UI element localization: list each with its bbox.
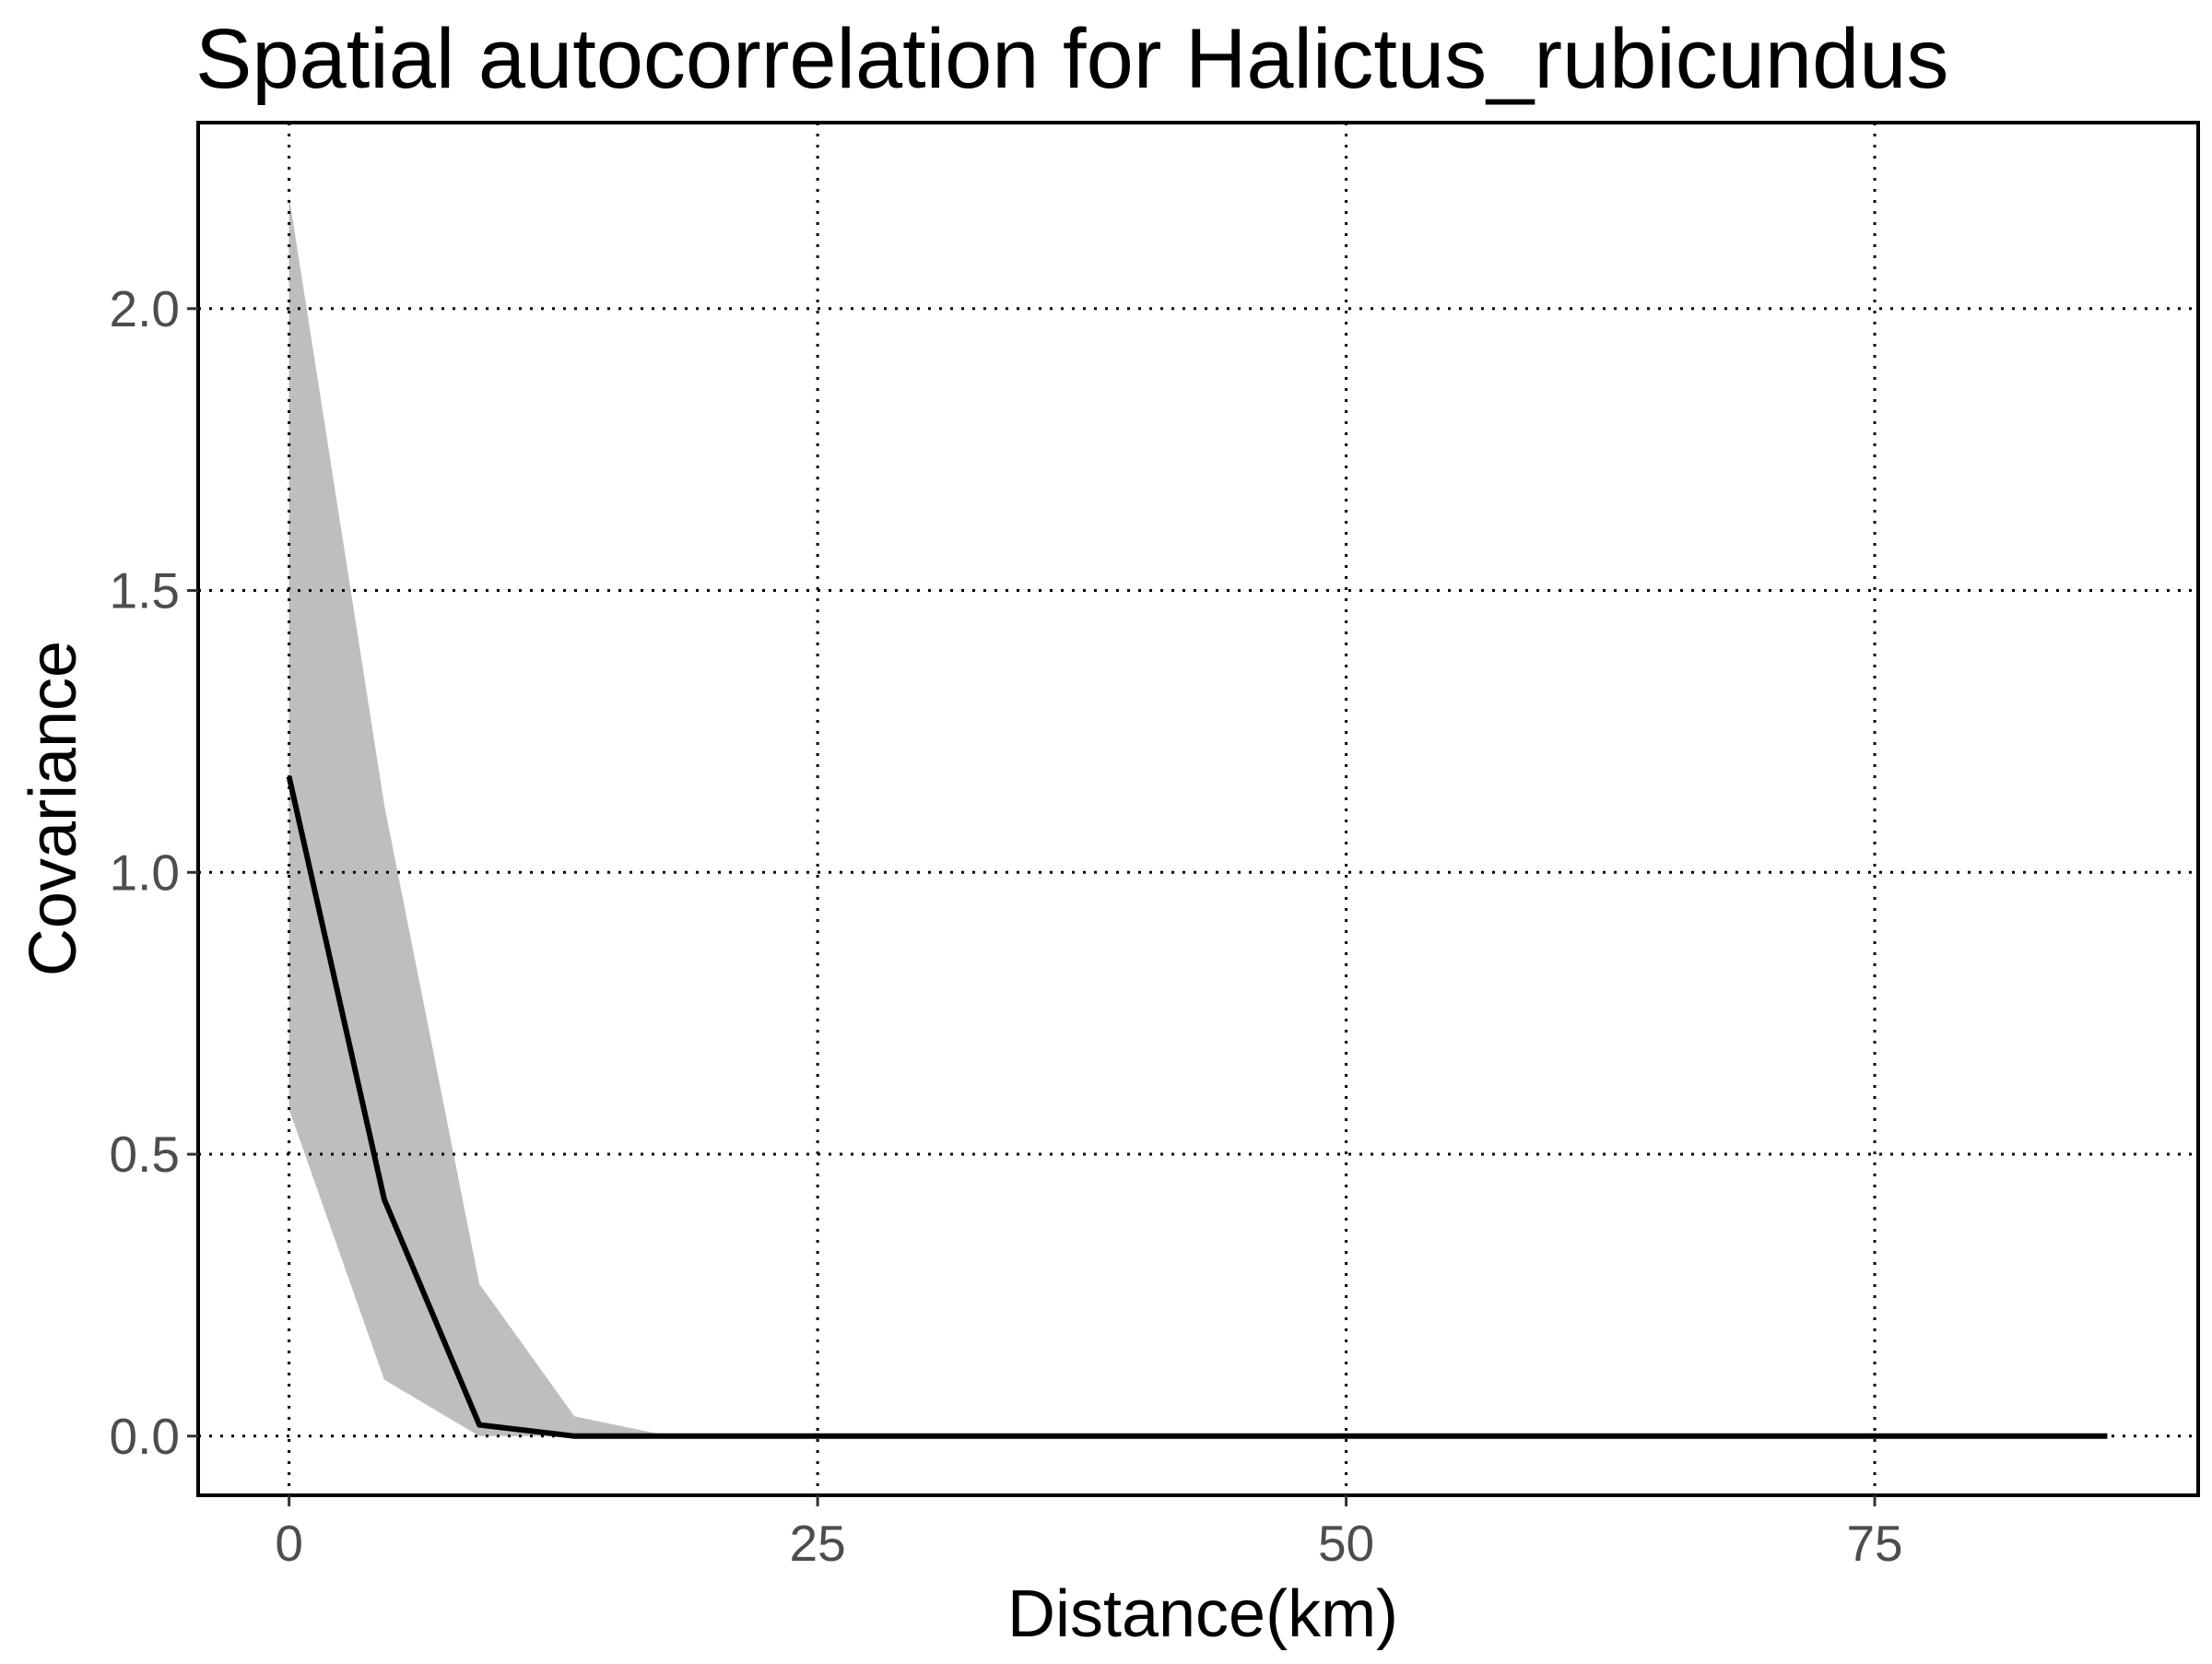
- x-tick-label-1: 25: [790, 1515, 846, 1572]
- y-tick-label-3: 1.5: [110, 562, 180, 620]
- y-tick-label-0: 0.0: [110, 1408, 180, 1465]
- y-tick-label-4: 2.0: [110, 280, 180, 337]
- covariance-line-0: [286, 775, 2108, 1439]
- chart-title: Spatial autocorrelation for Halictus_rub…: [195, 12, 1948, 106]
- x-tick-label-2: 50: [1318, 1515, 1374, 1572]
- confidence-band-0: [288, 195, 2108, 1436]
- plot-border: [196, 121, 2200, 1497]
- y-axis-title: Covariance: [17, 641, 90, 976]
- plot-area: 0 25 50 75 0.0 0.5 1.0 1.5 2.0: [110, 121, 2200, 1572]
- x-axis-title: Distance(km): [1007, 1577, 1398, 1651]
- y-tick-label-2: 1.0: [110, 844, 180, 901]
- x-tick-label-3: 75: [1846, 1515, 1902, 1572]
- x-tick-label-0: 0: [275, 1515, 303, 1572]
- y-tick-label-1: 0.5: [110, 1126, 180, 1183]
